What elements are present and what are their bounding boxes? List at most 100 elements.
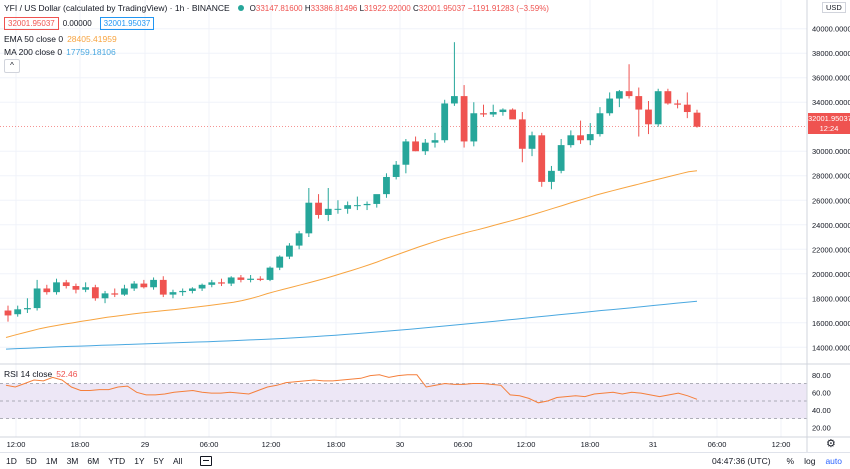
range-1y-button[interactable]: 1Y (134, 456, 145, 466)
candle-body (402, 141, 410, 165)
range-ytd-button[interactable]: YTD (108, 456, 126, 466)
auto-toggle[interactable]: auto (825, 456, 842, 466)
rsi-legend[interactable]: RSI 14 close 52.46 (4, 369, 77, 379)
ohlc-values: O33147.81600 H33386.81496 L31922.92000 C… (250, 4, 549, 13)
range-1m-button[interactable]: 1M (45, 456, 58, 466)
last-price-tag: 32001.95037 (808, 113, 850, 124)
close-label: C (412, 3, 419, 13)
candle-body (392, 164, 400, 177)
gear-icon[interactable]: ⚙ (826, 438, 836, 450)
candle-body (150, 279, 157, 288)
utc-clock[interactable]: 04:47:36 (UTC) (711, 456, 771, 466)
candle-body (373, 194, 381, 204)
calendar-icon[interactable] (200, 456, 213, 466)
ema-legend[interactable]: EMA 50 close 0 28405.41959 (4, 34, 117, 44)
candle-body (480, 113, 487, 115)
price-tick-label: 34000.000000 (812, 98, 850, 107)
price-tick-label: 18000.000000 (812, 294, 850, 303)
candle-body (577, 135, 584, 141)
price-pane (0, 42, 807, 350)
rsi-tick-label: 40.00 (812, 406, 831, 415)
candle-body (111, 293, 119, 295)
price-tick-label: 20000.000000 (812, 270, 850, 279)
price-tick-label: 38000.000000 (812, 49, 850, 58)
candle-body (247, 278, 255, 280)
candle-body (606, 98, 614, 114)
time-tick-label: 06:00 (454, 440, 473, 449)
time-tick-label: 18:00 (71, 440, 90, 449)
candle-body (198, 284, 206, 289)
candle-body (295, 233, 303, 246)
bid-price[interactable]: 32001.95037 (4, 17, 59, 30)
currency-label[interactable]: USD (822, 2, 846, 13)
candle-body (625, 91, 633, 97)
ma-label: MA 200 close 0 (4, 47, 63, 57)
symbol-title[interactable]: YFI / US Dollar (calculated by TradingVi… (4, 3, 230, 13)
time-tick-label: 12:00 (7, 440, 26, 449)
candle-body (82, 287, 90, 290)
ema50-line (5, 170, 698, 338)
bar-countdown-tag: 12:24 (808, 124, 850, 134)
range-5d-button[interactable]: 5D (25, 456, 37, 466)
candle-body (305, 202, 313, 234)
range-5y-button[interactable]: 5Y (153, 456, 164, 466)
price-tick-label: 26000.000000 (812, 196, 850, 205)
price-tick-label: 40000.000000 (812, 25, 850, 34)
candle-body (53, 282, 60, 293)
low-value: 31922.92000 (364, 3, 411, 13)
market-status-icon (237, 5, 244, 11)
range-6m-button[interactable]: 6M (87, 456, 100, 466)
ask-price[interactable]: 32001.95037 (99, 17, 155, 30)
candle-body (218, 282, 225, 284)
rsi-line (5, 374, 698, 404)
candle-body (43, 288, 51, 293)
candle-body (596, 113, 604, 135)
high-value: 33386.81496 (310, 3, 358, 13)
candle-body (33, 288, 41, 309)
candle-body (159, 279, 167, 295)
candle-body (664, 91, 672, 104)
time-tick-label: 18:00 (581, 440, 600, 449)
chevron-up-icon: ^ (10, 61, 14, 70)
candle-body (62, 282, 70, 287)
candle-body (72, 286, 80, 290)
range-3m-button[interactable]: 3M (66, 456, 79, 466)
candle-body (538, 135, 546, 182)
candle-body (421, 142, 429, 152)
candle-body (499, 109, 507, 113)
ema-label: EMA 50 close 0 (4, 34, 64, 44)
range-all-button[interactable]: All (173, 456, 183, 466)
candle-body (334, 208, 342, 210)
candle-body (286, 245, 293, 257)
time-tick-label: 29 (141, 440, 149, 449)
candle-body (518, 119, 526, 149)
price-tick-label: 30000.000000 (812, 147, 850, 156)
collapse-legend-button[interactable]: ^ (4, 59, 20, 73)
candle-body (615, 91, 623, 99)
candle-body (188, 288, 196, 291)
candle-body (431, 140, 439, 143)
candle-body (208, 282, 216, 285)
percent-toggle[interactable]: % (786, 456, 795, 466)
range-1d-button[interactable]: 1D (6, 456, 17, 466)
spread-value: 0.00000 (62, 19, 92, 28)
candle-body (266, 267, 274, 280)
candle-body (489, 112, 497, 115)
time-tick-label: 06:00 (708, 440, 727, 449)
candle-body (4, 310, 12, 316)
price-tick-label: 16000.000000 (812, 319, 850, 328)
bottom-right-controls: 04:47:36 (UTC) % log auto (702, 456, 842, 466)
candle-body (140, 283, 148, 288)
log-toggle[interactable]: log (804, 456, 816, 466)
rsi-value: 52.46 (56, 369, 78, 379)
bottom-toolbar: 1D 5D 1M 3M 6M YTD 1Y 5Y All 04:47:36 (U… (0, 452, 850, 469)
candle-body (470, 113, 478, 142)
ma200-line (5, 300, 698, 350)
ma-legend[interactable]: MA 200 close 0 17759.18106 (4, 47, 116, 57)
rsi-tick-label: 60.00 (812, 388, 831, 397)
candle-body (227, 277, 235, 284)
candle-body (586, 134, 594, 141)
time-tick-label: 12:00 (262, 440, 281, 449)
symbol-legend: YFI / US Dollar (calculated by TradingVi… (4, 3, 549, 13)
